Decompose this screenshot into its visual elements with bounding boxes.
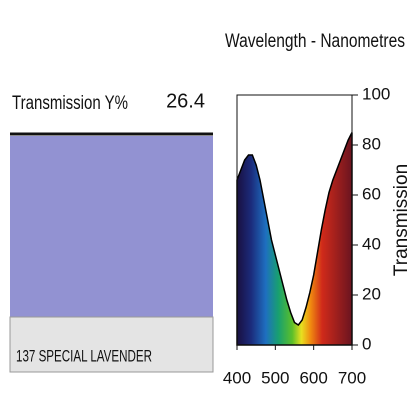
y-axis-title: Transmission bbox=[391, 164, 412, 276]
x-tick-label: 500 bbox=[261, 368, 289, 387]
chart-title: Wavelength - Nanometres bbox=[225, 31, 405, 52]
plot-frame bbox=[236, 94, 353, 346]
transmission-value: 26.4 bbox=[166, 90, 205, 112]
transmission-label: Transmission Y% bbox=[12, 93, 128, 114]
name-box bbox=[9, 316, 214, 373]
y-tick-label: 60 bbox=[362, 184, 381, 203]
x-tick-label: 600 bbox=[299, 368, 327, 387]
y-tick-label: 40 bbox=[362, 234, 381, 253]
spectrum-area bbox=[236, 132, 353, 346]
x-tick-label: 400 bbox=[223, 368, 251, 387]
filter-name: 137 SPECIAL LAVENDER bbox=[16, 346, 152, 365]
y-tick-label: 0 bbox=[362, 334, 371, 353]
y-tick-label: 80 bbox=[362, 134, 381, 153]
x-tick-label: 700 bbox=[338, 368, 366, 387]
y-tick-label: 100 bbox=[362, 84, 390, 103]
y-tick-label: 20 bbox=[362, 284, 381, 303]
color-swatch bbox=[10, 136, 213, 317]
